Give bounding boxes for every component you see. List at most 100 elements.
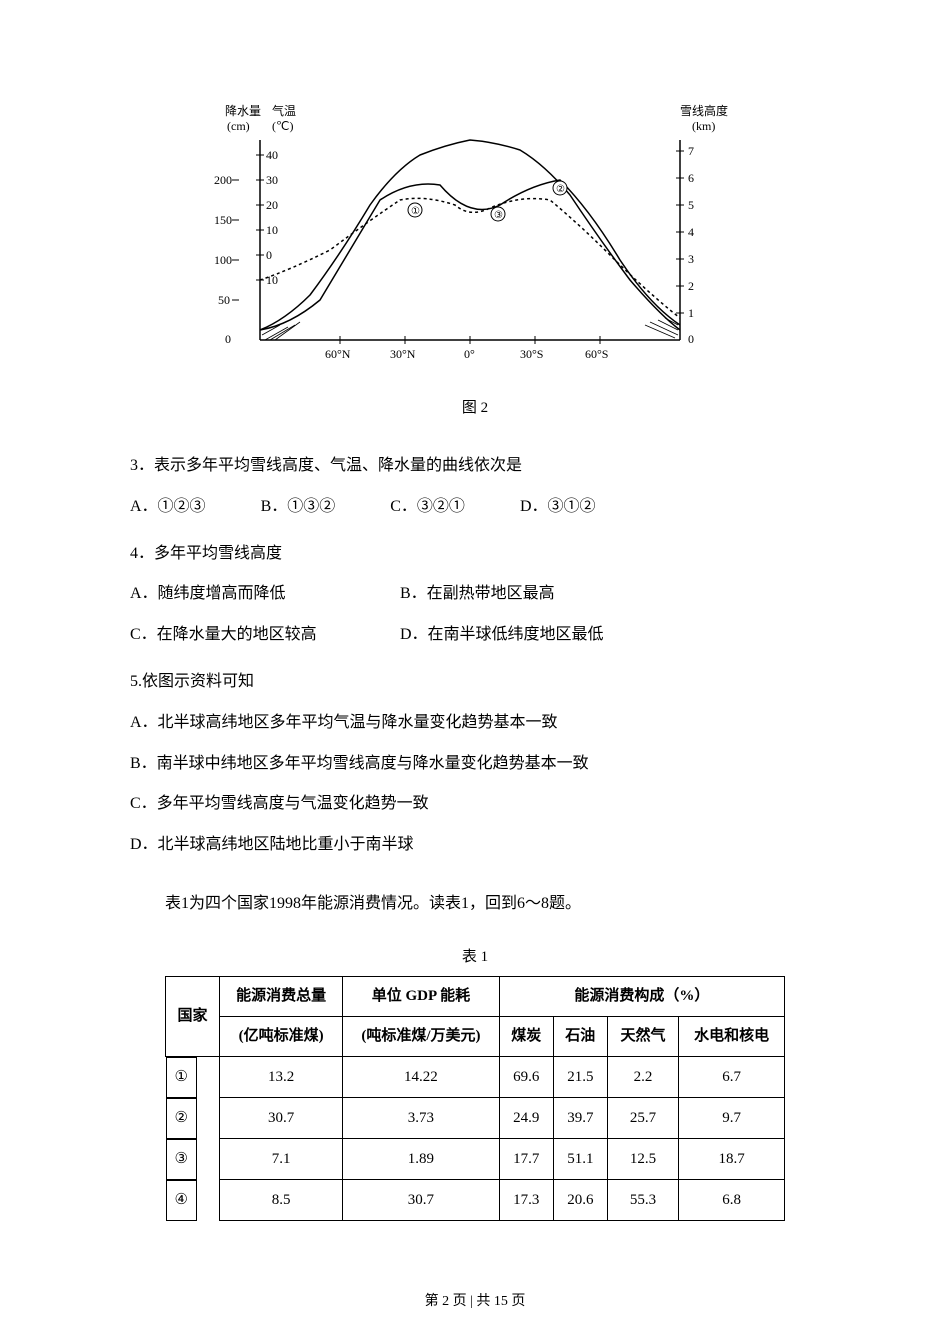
x-tick-30n: 30°N xyxy=(390,347,416,361)
q4-opt-d: D．在南半球低纬度地区最低 xyxy=(400,621,820,650)
row3-oil: 51.1 xyxy=(553,1139,607,1180)
row2-gas: 25.7 xyxy=(607,1098,678,1139)
q3-options: A．①②③ B．①③② C．③②① D．③①② xyxy=(130,493,820,522)
energy-table: 国家 能源消费总量 单位 GDP 能耗 能源消费构成（%） (亿吨标准煤) (吨… xyxy=(165,976,785,1222)
row2-oil: 39.7 xyxy=(553,1098,607,1139)
row4-total: 8.5 xyxy=(220,1180,343,1221)
q4-opt-a: A．随纬度增高而降低 xyxy=(130,580,400,609)
curve-3 xyxy=(260,198,680,318)
th-gdp: 单位 GDP 能耗 xyxy=(343,976,500,1016)
precip-tick-200: 200 xyxy=(214,173,232,187)
x-tick-30s: 30°S xyxy=(520,347,543,361)
snow-tick-2: 2 xyxy=(688,279,694,293)
curve-1 xyxy=(260,180,680,330)
table-row: ③ 7.1 1.89 17.7 51.1 12.5 18.7 xyxy=(166,1139,785,1180)
snow-tick-6: 6 xyxy=(688,171,694,185)
curve-2 xyxy=(260,140,680,330)
precip-tick-50: 50 xyxy=(218,293,230,307)
snow-tick-7: 7 xyxy=(688,144,694,158)
th-total-unit: (亿吨标准煤) xyxy=(220,1016,343,1056)
row2-id: ② xyxy=(166,1098,197,1139)
precip-tick-0: 0 xyxy=(225,332,231,346)
row1-oil: 21.5 xyxy=(553,1056,607,1098)
question-3: 3．表示多年平均雪线高度、气温、降水量的曲线依次是 A．①②③ B．①③② C．… xyxy=(130,452,820,522)
table-body: ① 13.2 14.22 69.6 21.5 2.2 6.7 ② 30.7 3.… xyxy=(166,1056,785,1221)
row4-gdp: 30.7 xyxy=(343,1180,500,1221)
row4-gas: 55.3 xyxy=(607,1180,678,1221)
right-axis-label: 雪线高度 xyxy=(680,103,728,118)
row3-gas: 12.5 xyxy=(607,1139,678,1180)
curve3-marker-label: ③ xyxy=(494,210,503,221)
page-footer: 第 2 页 | 共 15 页 xyxy=(0,1289,950,1314)
curve1-marker-label: ① xyxy=(411,206,420,217)
th-hydro: 水电和核电 xyxy=(679,1016,785,1056)
th-total: 能源消费总量 xyxy=(220,976,343,1016)
x-tick-0: 0° xyxy=(464,347,475,361)
snow-tick-0: 0 xyxy=(688,332,694,346)
precip-tick-100: 100 xyxy=(214,253,232,267)
x-tick-60s: 60°S xyxy=(585,347,608,361)
row1-coal: 69.6 xyxy=(499,1056,553,1098)
left-axis2-unit: (℃) xyxy=(272,119,293,133)
row4-oil: 20.6 xyxy=(553,1180,607,1221)
chart-svg: 降水量 (cm) 气温 (℃) 雪线高度 (km) 0 50 100 150 2… xyxy=(210,100,740,380)
q3-text: 3．表示多年平均雪线高度、气温、降水量的曲线依次是 xyxy=(130,452,820,481)
row1-gas: 2.2 xyxy=(607,1056,678,1098)
q3-opt-d: D．③①② xyxy=(520,493,596,522)
snow-tick-4: 4 xyxy=(688,225,694,239)
question-4: 4．多年平均雪线高度 A．随纬度增高而降低 B．在副热带地区最高 C．在降水量大… xyxy=(130,540,820,650)
table-header-row1: 国家 能源消费总量 单位 GDP 能耗 能源消费构成（%） xyxy=(166,976,785,1016)
temp-tick-30: 30 xyxy=(266,173,278,187)
snow-tick-1: 1 xyxy=(688,306,694,320)
table-row: ① 13.2 14.22 69.6 21.5 2.2 6.7 xyxy=(166,1056,785,1098)
q4-opt-c: C．在降水量大的地区较高 xyxy=(130,621,400,650)
q4-opt-b: B．在副热带地区最高 xyxy=(400,580,820,609)
row2-coal: 24.9 xyxy=(499,1098,553,1139)
q5-opt-d: D．北半球高纬地区陆地比重小于南半球 xyxy=(130,831,820,860)
temp-tick-0: 0 xyxy=(266,248,272,262)
left-axis1-label: 降水量 xyxy=(225,104,261,118)
right-axis-unit: (km) xyxy=(692,119,715,133)
left-axis2-label: 气温 xyxy=(272,103,296,118)
question-5: 5.依图示资料可知 A．北半球高纬地区多年平均气温与降水量变化趋势基本一致 B．… xyxy=(130,668,820,860)
table-caption: 表 1 xyxy=(130,944,820,971)
temp-tick-20: 20 xyxy=(266,198,278,212)
q4-options: A．随纬度增高而降低 B．在副热带地区最高 C．在降水量大的地区较高 D．在南半… xyxy=(130,580,820,650)
th-composition: 能源消费构成（%） xyxy=(499,976,784,1016)
q5-text: 5.依图示资料可知 xyxy=(130,668,820,697)
row4-id: ④ xyxy=(166,1180,197,1221)
row3-coal: 17.7 xyxy=(499,1139,553,1180)
table-header-row2: (亿吨标准煤) (吨标准煤/万美元) 煤炭 石油 天然气 水电和核电 xyxy=(166,1016,785,1056)
row1-id: ① xyxy=(166,1057,197,1098)
th-country: 国家 xyxy=(166,976,220,1056)
row3-id: ③ xyxy=(166,1139,197,1180)
curve2-marker-label: ② xyxy=(556,184,565,195)
chart-figure2: 降水量 (cm) 气温 (℃) 雪线高度 (km) 0 50 100 150 2… xyxy=(210,100,740,380)
left-axis1-unit: (cm) xyxy=(227,119,250,133)
q3-opt-a: A．①②③ xyxy=(130,493,206,522)
q5-opt-b: B．南半球中纬地区多年平均雪线高度与降水量变化趋势基本一致 xyxy=(130,750,820,779)
q4-text: 4．多年平均雪线高度 xyxy=(130,540,820,569)
x-tick-60n: 60°N xyxy=(325,347,351,361)
chart-caption: 图 2 xyxy=(130,395,820,422)
row4-coal: 17.3 xyxy=(499,1180,553,1221)
table-intro: 表1为四个国家1998年能源消费情况。读表1，回到6～8题。 xyxy=(165,890,820,919)
th-oil: 石油 xyxy=(553,1016,607,1056)
table-row: ④ 8.5 30.7 17.3 20.6 55.3 6.8 xyxy=(166,1180,785,1221)
q3-opt-b: B．①③② xyxy=(261,493,336,522)
th-gdp-unit: (吨标准煤/万美元) xyxy=(343,1016,500,1056)
table-row: ② 30.7 3.73 24.9 39.7 25.7 9.7 xyxy=(166,1098,785,1139)
row1-gdp: 14.22 xyxy=(343,1056,500,1098)
th-coal: 煤炭 xyxy=(499,1016,553,1056)
th-gas: 天然气 xyxy=(607,1016,678,1056)
row4-hydro: 6.8 xyxy=(679,1180,785,1221)
row3-total: 7.1 xyxy=(220,1139,343,1180)
temp-tick-40: 40 xyxy=(266,148,278,162)
snow-tick-5: 5 xyxy=(688,198,694,212)
hatch-right xyxy=(645,318,678,338)
precip-tick-150: 150 xyxy=(214,213,232,227)
q5-opt-a: A．北半球高纬地区多年平均气温与降水量变化趋势基本一致 xyxy=(130,709,820,738)
row3-gdp: 1.89 xyxy=(343,1139,500,1180)
row2-hydro: 9.7 xyxy=(679,1098,785,1139)
temp-tick-10: 10 xyxy=(266,223,278,237)
